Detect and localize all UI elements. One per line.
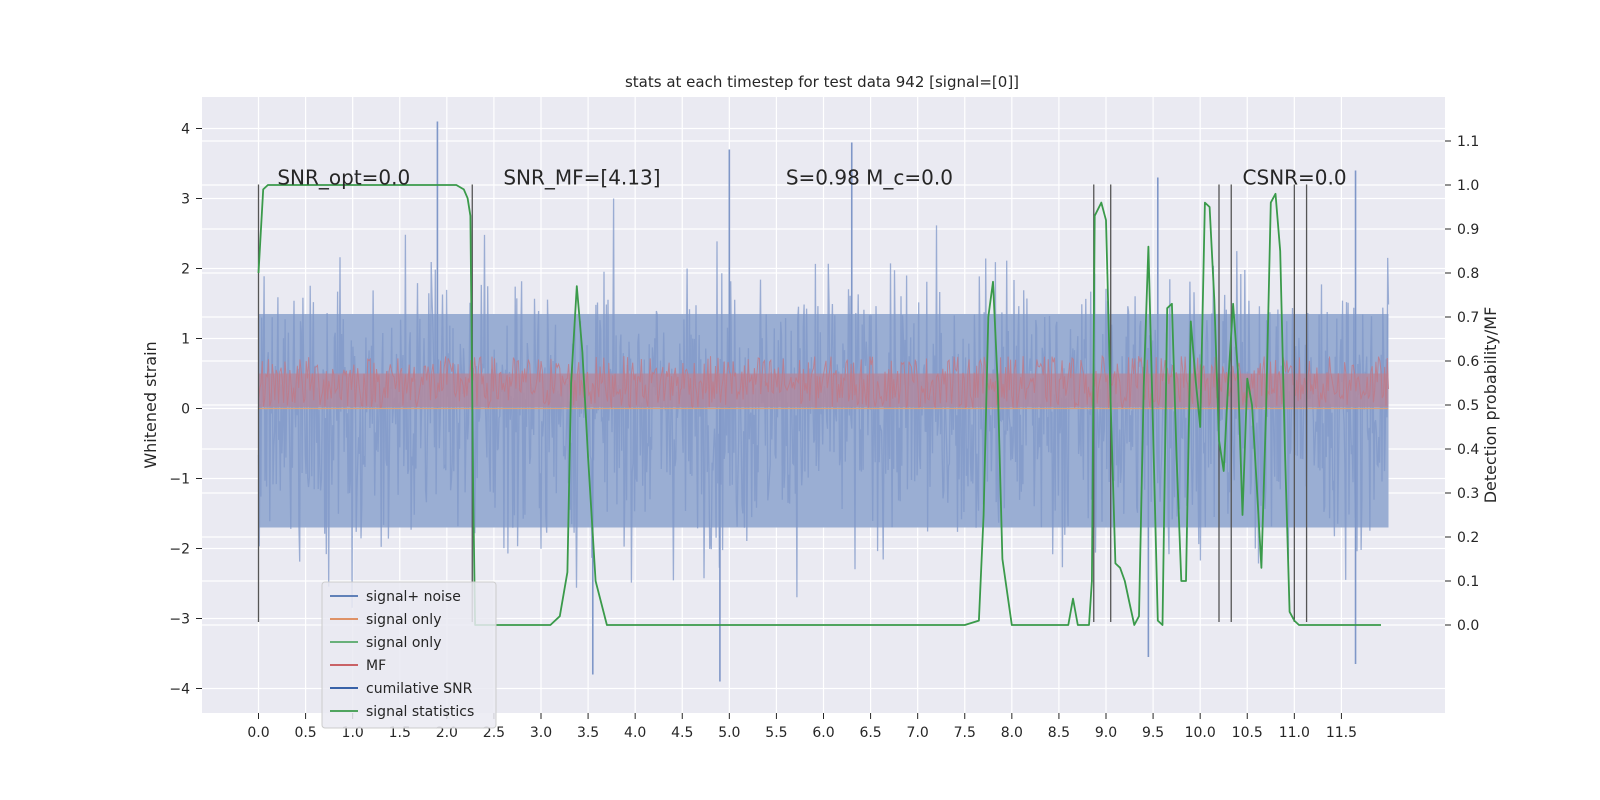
- x-tick-label: 8.0: [1001, 725, 1023, 741]
- annotation: CSNR=0.0: [1243, 166, 1347, 190]
- y-tick-label: 3: [181, 192, 190, 208]
- y2-tick-label: 0.9: [1457, 222, 1479, 238]
- chart-title: stats at each timestep for test data 942…: [625, 73, 1019, 91]
- annotation: S=0.98 M_c=0.0: [786, 166, 953, 190]
- x-tick-label: 3.0: [530, 725, 552, 741]
- annotations: SNR_opt=0.0 SNR_MF=[4.13] S=0.98 M_c=0.0 CS…: [277, 166, 1346, 190]
- x-tick-label: 1.0: [342, 725, 364, 741]
- legend-box: [321, 581, 497, 729]
- x-tick-label: 6.5: [859, 725, 881, 741]
- x-tick-label: 0.0: [247, 725, 269, 741]
- legend: signal+ noise signal only signal only MF cum…: [321, 581, 497, 729]
- y-axis-right: 0.0 0.1 0.2 0.3 0.4 0.5 0.6 0.7 0.8 0.9 1.0 1.1: [1445, 134, 1479, 634]
- x-tick-label: 3.5: [577, 725, 599, 741]
- x-tick-label: 7.5: [954, 725, 976, 741]
- y-tick-label: −4: [169, 682, 190, 698]
- x-tick-label: 2.0: [436, 725, 458, 741]
- y2-tick-label: 0.7: [1457, 310, 1479, 326]
- y-tick-label: −2: [169, 542, 190, 558]
- x-tick-label: 6.0: [812, 725, 834, 741]
- y2-tick-label: 0.5: [1457, 398, 1479, 414]
- x-tick-label: 0.5: [294, 725, 316, 741]
- y-tick-label: −1: [169, 472, 190, 488]
- x-axis: 0.0 0.5 1.0 1.5 2.0 2.5 3.0 3.5 4.0 4.5 5.0 5.5 6.0 6…: [247, 713, 1357, 741]
- legend-label: cumilative SNR: [366, 681, 473, 697]
- legend-label: signal+ noise: [366, 589, 461, 605]
- y-tick-label: −3: [169, 612, 190, 628]
- x-tick-label: 5.0: [718, 725, 740, 741]
- y2-tick-label: 0.1: [1457, 574, 1479, 590]
- y2-tick-label: 1.1: [1457, 134, 1479, 150]
- x-tick-label: 7.0: [907, 725, 929, 741]
- y2-tick-label: 0.3: [1457, 486, 1479, 502]
- y2-tick-label: 1.0: [1457, 178, 1479, 194]
- x-tick-label: 4.5: [671, 725, 693, 741]
- x-tick-label: 9.5: [1142, 725, 1164, 741]
- y-tick-label: 2: [181, 262, 190, 278]
- x-tick-label: 10.0: [1185, 725, 1216, 741]
- y2-axis-label: Detection probability/MF: [1481, 307, 1500, 504]
- x-tick-label: 11.5: [1326, 725, 1357, 741]
- y-tick-label: 1: [181, 332, 190, 348]
- x-tick-label: 9.0: [1095, 725, 1117, 741]
- series-layer: [257, 184, 1381, 626]
- x-tick-label: 11.0: [1279, 725, 1310, 741]
- x-tick-label: 8.5: [1048, 725, 1070, 741]
- legend-label: signal only: [366, 635, 441, 651]
- x-tick-label: 10.5: [1232, 725, 1263, 741]
- annotation: SNR_opt=0.0: [277, 166, 410, 190]
- y-tick-label: 4: [181, 122, 190, 138]
- mf-line: [258, 354, 1389, 410]
- annotation: SNR_MF=[4.13]: [503, 166, 660, 190]
- legend-label: signal statistics: [366, 704, 474, 720]
- y-tick-label: 0: [181, 402, 190, 418]
- x-tick-label: 2.5: [483, 725, 505, 741]
- y2-tick-label: 0.2: [1457, 530, 1479, 546]
- x-tick-label: 1.5: [389, 725, 411, 741]
- y2-tick-label: 0.6: [1457, 354, 1479, 370]
- y2-tick-label: 0.0: [1457, 618, 1479, 634]
- x-tick-label: 5.5: [765, 725, 787, 741]
- legend-label: signal only: [366, 612, 441, 628]
- y2-tick-label: 0.4: [1457, 442, 1479, 458]
- y-axis-label: Whitened strain: [141, 341, 160, 468]
- y2-tick-label: 0.8: [1457, 266, 1479, 282]
- x-tick-label: 4.0: [624, 725, 646, 741]
- y-axis-left: −4 −3 −2 −1 0 1 2 3 4: [169, 122, 202, 698]
- legend-label: MF: [366, 658, 386, 674]
- series-signal-statistics: [257, 184, 1381, 626]
